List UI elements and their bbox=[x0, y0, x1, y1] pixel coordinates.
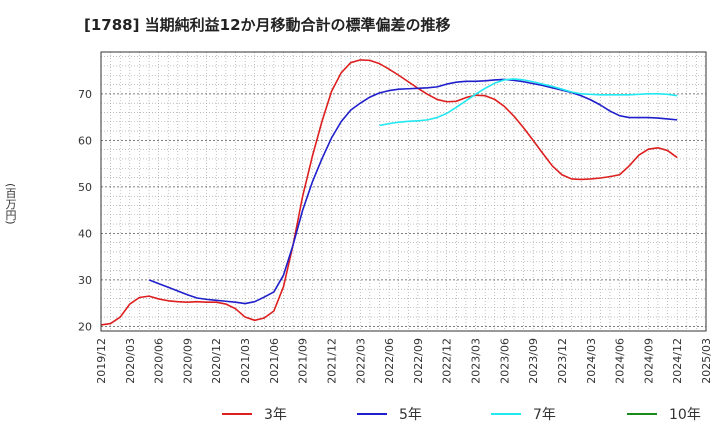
x-tick-label: 2021/03 bbox=[239, 338, 252, 384]
x-tick-label: 2024/03 bbox=[585, 338, 598, 384]
y-axis-ticks: 20 30 40 50 60 70 bbox=[78, 88, 92, 334]
legend-label: 10年 bbox=[669, 407, 701, 423]
y-tick-label: 30 bbox=[78, 274, 92, 287]
x-tick-label: 2021/06 bbox=[268, 338, 281, 384]
plot-frame bbox=[100, 51, 707, 332]
x-tick-label: 2019/12 bbox=[95, 338, 108, 384]
x-tick-label: 2023/09 bbox=[527, 338, 540, 384]
x-tick-label: 2020/09 bbox=[181, 338, 194, 384]
y-axis-label: (百万円) bbox=[4, 183, 17, 225]
x-tick-label: 2024/09 bbox=[642, 338, 655, 384]
x-tick-label: 2022/03 bbox=[354, 338, 367, 384]
x-tick-label: 2021/09 bbox=[297, 338, 310, 384]
x-tick-label: 2024/06 bbox=[614, 338, 627, 384]
series-line-5年 bbox=[148, 78, 678, 305]
legend-label: 3年 bbox=[264, 407, 287, 423]
series-line-3年 bbox=[100, 59, 678, 326]
y-tick-label: 20 bbox=[78, 320, 92, 333]
y-tick-label: 70 bbox=[78, 88, 92, 101]
y-tick-label: 60 bbox=[78, 134, 92, 147]
y-tick-label: 40 bbox=[78, 227, 92, 240]
x-tick-label: 2020/03 bbox=[124, 338, 137, 384]
legend-label: 5年 bbox=[399, 407, 422, 423]
grid bbox=[101, 52, 706, 331]
series-lines bbox=[100, 59, 678, 326]
x-tick-label: 2023/06 bbox=[498, 338, 511, 384]
x-tick-label: 2023/12 bbox=[556, 338, 569, 384]
chart-title: [1788] 当期純利益12か月移動合計の標準偏差の推移 bbox=[84, 16, 451, 34]
x-axis-ticks: 2019/12 2020/03 2020/06 2020/09 2020/12 2021/… bbox=[95, 338, 713, 384]
x-tick-label: 2023/03 bbox=[470, 338, 483, 384]
x-tick-label: 2022/06 bbox=[383, 338, 396, 384]
x-tick-label: 2022/09 bbox=[412, 338, 425, 384]
x-tick-label: 2020/12 bbox=[210, 338, 223, 384]
x-tick-label: 2025/03 bbox=[700, 338, 713, 384]
series-line-7年 bbox=[379, 78, 678, 127]
x-tick-label: 2024/12 bbox=[671, 338, 684, 384]
x-tick-label: 2022/12 bbox=[441, 338, 454, 384]
legend: 3年 5年 7年 10年 bbox=[222, 407, 701, 423]
x-tick-label: 2020/06 bbox=[153, 338, 166, 384]
x-tick-label: 2021/12 bbox=[325, 338, 338, 384]
y-tick-label: 50 bbox=[78, 181, 92, 194]
legend-label: 7年 bbox=[533, 407, 556, 423]
